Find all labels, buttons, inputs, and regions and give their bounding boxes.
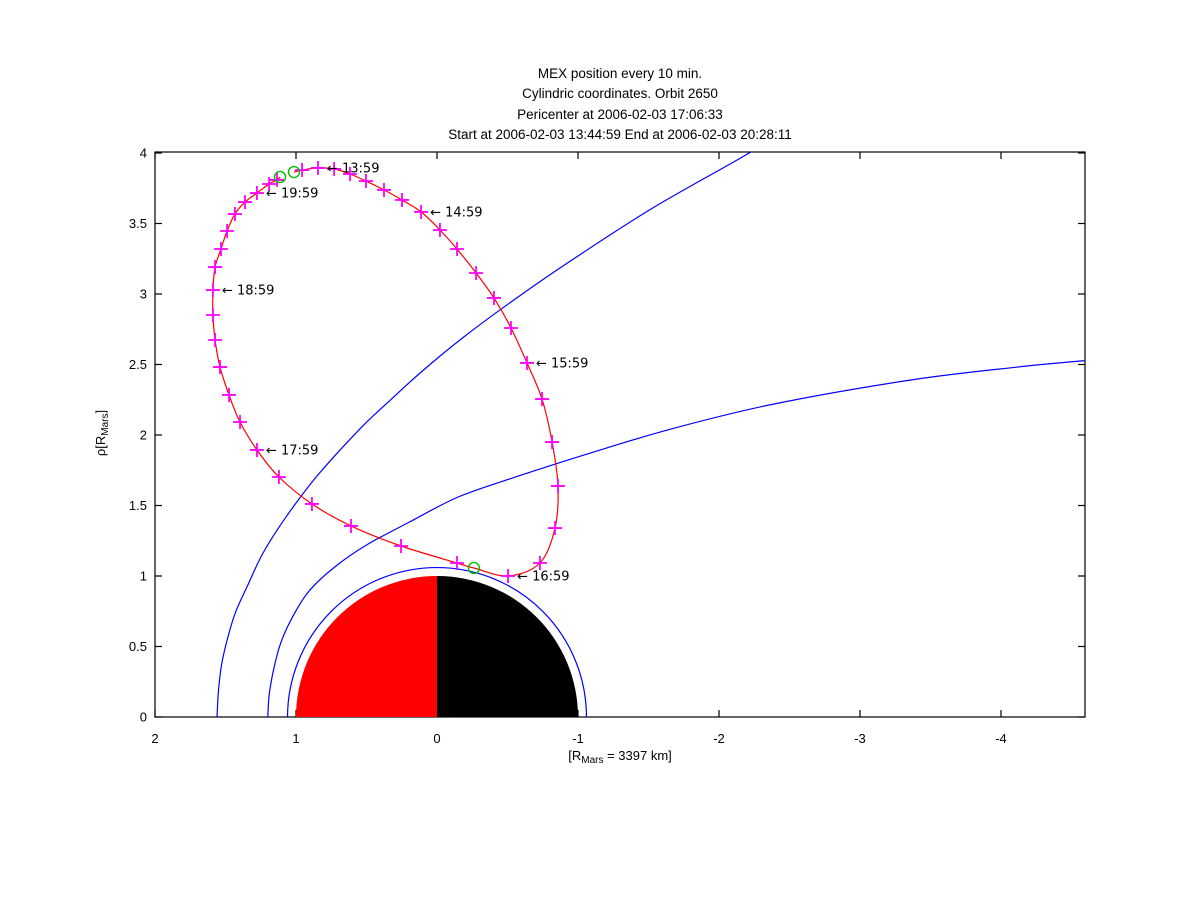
trajectory-marker [450,556,465,571]
time-label: ← 14:59 [430,205,483,220]
trajectory-marker [208,260,223,275]
trajectory-marker [310,160,325,175]
ionopause-circle-curve [286,567,588,717]
x-tick-label: -2 [713,731,725,746]
trajectory-marker [237,195,252,210]
trajectory-marker [519,355,534,370]
trajectory-marker [545,435,560,450]
trajectory-marker [205,308,220,323]
trajectory-marker [269,172,284,187]
trajectory-marker [486,290,501,305]
trajectory-marker [395,192,410,207]
mars-dayside [296,576,437,717]
mars-nightside [437,576,578,717]
trajectory-marker [550,479,565,494]
trajectory-marker [432,222,447,237]
trajectory-markers [205,160,565,583]
trajectory-path [212,167,559,577]
trajectory-marker [469,265,484,280]
magnetic-pileup-boundary-curve [267,359,1085,717]
x-axis: 2 1 0 -1 -2 -3 -4 [151,152,1007,746]
y-tick-label: 3.5 [129,216,147,231]
trajectory-marker [295,163,310,178]
start-marker [287,165,301,179]
trajectory-marker [501,569,516,583]
trajectory-marker [271,470,286,485]
time-label: ← 16:59 [517,570,570,585]
trajectory-marker [249,186,264,201]
y-tick-label: 4 [140,146,147,161]
y-tick-label: 0 [140,710,147,725]
title-line-2: Cylindric coordinates. Orbit 2650 [522,86,718,102]
title-line-3: Pericenter at 2006-02-03 17:06:33 [517,106,723,122]
time-label: ← 19:59 [266,187,319,202]
trajectory-marker [376,182,391,197]
y-tick-label: 1.5 [129,498,147,513]
trajectory-marker [227,207,242,222]
time-label: ← 17:59 [266,443,319,458]
trajectory-marker [535,392,550,407]
bow-shock-curve [216,152,753,717]
x-tick-label: 0 [433,731,440,746]
time-label: ← 18:59 [222,284,274,299]
y-tick-label: 2.5 [129,357,147,372]
plot-border [154,151,1086,718]
trajectory-marker [532,556,547,571]
trajectory-marker [249,442,264,457]
y-tick-label: 3 [140,287,147,302]
title-line-4: Start at 2006-02-03 13:44:59 End at 2006… [448,127,792,143]
y-axis: 0 0.5 1 1.5 2 2.5 3 3.5 4 [129,146,1085,725]
trajectory-marker [394,538,409,553]
trajectory-marker [222,387,237,402]
trajectory-marker [504,320,519,335]
trajectory-marker [358,174,373,189]
trajectory-marker [548,521,563,536]
trajectory-marker [343,518,358,533]
trajectory-marker [343,167,358,182]
trajectory-marker [213,242,228,257]
pericenter-marker [467,561,481,575]
title-line-1: MEX position every 10 min. [537,66,703,81]
y-tick-label: 1 [140,569,147,584]
x-tick-label: 1 [292,731,299,746]
x-tick-label: -4 [995,731,1007,746]
trajectory-marker [205,283,220,298]
trajectory-marker [304,496,319,511]
x-axis-title: [RMars = 3397 km] [568,748,672,766]
trajectory-marker [233,415,248,430]
y-axis-title: ρ[RMars] [93,410,111,456]
trajectory-marker [213,360,228,375]
x-tick-label: -1 [572,731,584,746]
trajectory-marker [262,177,277,192]
trajectory-marker [220,223,235,238]
time-labels: ← 13:59 ← 14:59 ← 15:59 ← 16:59 ← 17:59 ← 18:… [222,161,589,584]
trajectory-marker [208,332,223,347]
trajectory-marker [450,242,465,257]
x-tick-label: 2 [151,731,158,746]
x-tick-label: -3 [854,731,866,746]
trajectory-marker [414,204,429,219]
y-tick-label: 0.5 [129,639,147,654]
end-marker [273,170,287,184]
trajectory-marker [327,161,342,176]
plot-title-block: MEX position every 10 min. Cylindric coo… [155,64,1085,146]
time-label: ← 13:59 [327,161,380,176]
y-tick-label: 2 [140,428,147,443]
plot-area: ← 13:59 ← 14:59 ← 15:59 ← 16:59 ← 17:59 ← 18:… [205,152,1085,717]
time-label: ← 15:59 [536,356,589,371]
